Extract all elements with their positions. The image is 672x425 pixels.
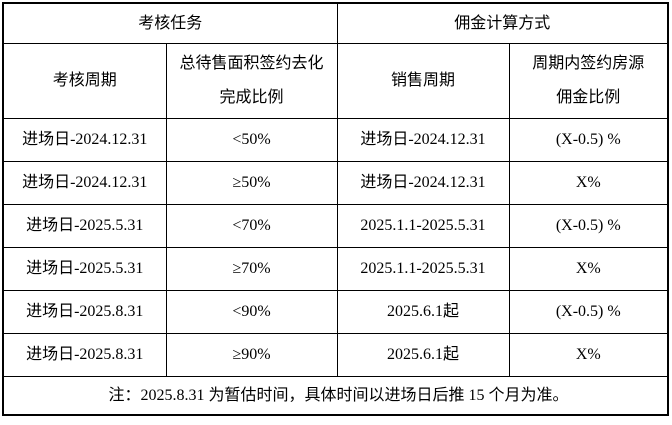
commission-rate-cell: (X-0.5) %: [508, 203, 669, 248]
commission-assessment-table: 考核任务 佣金计算方式 考核周期 总待售面积签约去化 完成比例 销售周期 周期内…: [2, 2, 670, 416]
sales-period-cell: 2025.6.1起: [336, 332, 510, 377]
footnote-row: 注：2025.8.31 为暂估时间，具体时间以进场日后推 15 个月为准。: [2, 375, 669, 416]
completion-ratio-cell: <70%: [165, 203, 338, 248]
column-header-row: 考核周期 总待售面积签约去化 完成比例 销售周期 周期内签约房源 佣金比例: [2, 42, 669, 119]
sales-period-cell: 2025.1.1-2025.5.31: [336, 246, 510, 291]
completion-ratio-cell: <90%: [165, 289, 338, 334]
column-header-label-line2: 完成比例: [219, 88, 284, 106]
sales-period-cell: 2025.1.1-2025.5.31: [336, 203, 510, 248]
header-commission-method: 佣金计算方式: [336, 2, 669, 44]
column-header-label-line2: 佣金比例: [556, 88, 621, 106]
assessment-period-cell: 进场日-2024.12.31: [2, 160, 167, 205]
completion-ratio-cell: <50%: [165, 117, 338, 162]
commission-rate-cell: X%: [508, 332, 669, 377]
commission-rate-cell: X%: [508, 246, 669, 291]
sales-period-cell: 进场日-2024.12.31: [336, 117, 510, 162]
table-row: 进场日-2025.5.31 ≥70% 2025.1.1-2025.5.31 X%: [2, 246, 669, 291]
column-header-completion-ratio: 总待售面积签约去化 完成比例: [165, 42, 338, 119]
sales-period-cell: 2025.6.1起: [336, 289, 510, 334]
column-header-label-line1: 总待售面积签约去化: [179, 54, 324, 72]
assessment-period-cell: 进场日-2025.5.31: [2, 246, 167, 291]
header-assessment-task: 考核任务: [2, 2, 338, 44]
assessment-period-cell: 进场日-2025.8.31: [2, 289, 167, 334]
assessment-period-cell: 进场日-2025.5.31: [2, 203, 167, 248]
column-header-commission-ratio: 周期内签约房源 佣金比例: [508, 42, 669, 119]
completion-ratio-cell: ≥90%: [165, 332, 338, 377]
footnote: 注：2025.8.31 为暂估时间，具体时间以进场日后推 15 个月为准。: [2, 375, 669, 416]
table-row: 进场日-2025.5.31 <70% 2025.1.1-2025.5.31 (X…: [2, 203, 669, 248]
table-row: 进场日-2025.8.31 <90% 2025.6.1起 (X-0.5) %: [2, 289, 669, 334]
table-row: 进场日-2025.8.31 ≥90% 2025.6.1起 X%: [2, 332, 669, 377]
commission-rate-cell: (X-0.5) %: [508, 289, 669, 334]
table-row: 进场日-2024.12.31 <50% 进场日-2024.12.31 (X-0.…: [2, 117, 669, 162]
commission-rate-cell: X%: [508, 160, 669, 205]
commission-rate-cell: (X-0.5) %: [508, 117, 669, 162]
column-header-sales-period: 销售周期: [336, 42, 510, 119]
column-header-label: 销售周期: [391, 71, 456, 89]
completion-ratio-cell: ≥50%: [165, 160, 338, 205]
column-header-label-line1: 周期内签约房源: [532, 54, 645, 72]
completion-ratio-cell: ≥70%: [165, 246, 338, 291]
header-group-row: 考核任务 佣金计算方式: [2, 2, 669, 44]
table-row: 进场日-2024.12.31 ≥50% 进场日-2024.12.31 X%: [2, 160, 669, 205]
assessment-period-cell: 进场日-2025.8.31: [2, 332, 167, 377]
column-header-assessment-period: 考核周期: [2, 42, 167, 119]
sales-period-cell: 进场日-2024.12.31: [336, 160, 510, 205]
assessment-period-cell: 进场日-2024.12.31: [2, 117, 167, 162]
column-header-label: 考核周期: [52, 71, 117, 89]
